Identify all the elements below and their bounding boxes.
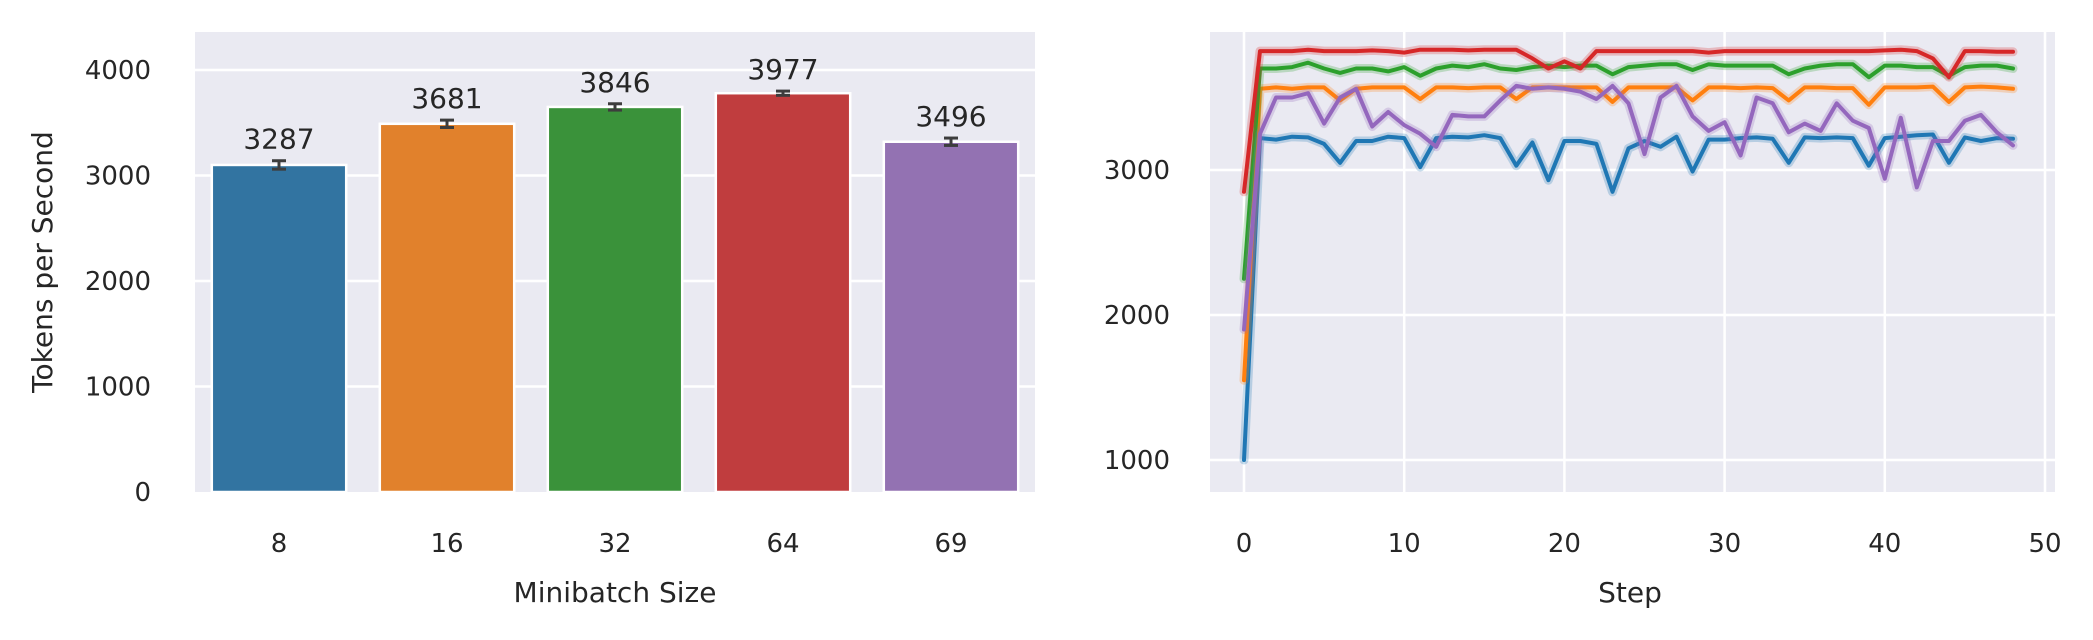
- bar: [378, 122, 516, 494]
- bar-y-tick-label: 2000: [85, 267, 151, 297]
- bar-x-tick-labels: 8 16 32 64 69: [271, 529, 968, 559]
- line-x-tick-label: 0: [1236, 529, 1253, 559]
- line-y-tick-label: 1000: [1104, 446, 1170, 476]
- bar-y-tick-label: 0: [134, 478, 151, 508]
- bar: [210, 163, 348, 494]
- series-line: [1242, 84, 2015, 383]
- series-line: [1242, 60, 2015, 281]
- series-line: [1242, 132, 2015, 462]
- line-plot-area: [1210, 32, 2055, 492]
- bar: [714, 91, 852, 494]
- bar-y-tick-label: 3000: [85, 162, 151, 192]
- series-line: [1242, 83, 2015, 332]
- line-gridlines: [1210, 32, 2055, 492]
- line-x-tick-label: 20: [1548, 529, 1581, 559]
- bar-value-label: 3846: [579, 66, 650, 99]
- bar-value-label: 3496: [915, 100, 986, 133]
- bar-y-tick-labels: 0 1000 2000 3000 4000: [85, 56, 151, 508]
- bar-y-tick-label: 4000: [85, 56, 151, 86]
- error-bars: [272, 89, 958, 171]
- line-y-tick-label: 3000: [1104, 156, 1170, 186]
- bar-y-axis-label: Tokens per Second: [26, 131, 59, 394]
- bar-y-tick-label: 1000: [85, 373, 151, 403]
- line-x-axis-label: Step: [1598, 576, 1662, 609]
- line-chart-panel: 1000 2000 3000 0 10 20 30 40 50 Step: [1104, 32, 2062, 609]
- line-series: [1239, 45, 2018, 465]
- line-y-tick-label: 2000: [1104, 301, 1170, 331]
- bar-series: [210, 91, 1020, 494]
- line-x-tick-label: 50: [2028, 529, 2061, 559]
- bar-value-label: 3287: [243, 123, 314, 156]
- bar-value-labels: 3287 3681 3846 3977 3496: [243, 53, 986, 156]
- bar: [546, 105, 684, 494]
- bar-x-tick-label: 69: [934, 529, 967, 559]
- line-x-tick-label: 10: [1388, 529, 1421, 559]
- line-y-tick-labels: 1000 2000 3000: [1104, 156, 1170, 476]
- line-x-tick-label: 30: [1708, 529, 1741, 559]
- bar-x-axis-label: Minibatch Size: [514, 576, 717, 609]
- bar-value-label: 3681: [411, 82, 482, 115]
- bar-x-tick-label: 64: [766, 529, 799, 559]
- series-line: [1242, 47, 2015, 194]
- bar-value-label: 3977: [747, 53, 818, 86]
- bar-x-tick-label: 8: [271, 529, 288, 559]
- bar-x-tick-label: 32: [598, 529, 631, 559]
- bar-x-tick-label: 16: [430, 529, 463, 559]
- line-x-tick-label: 40: [1868, 529, 1901, 559]
- bar-chart-panel: 3287 3681 3846 3977 3496 0 1000 2000 3000 4000 8…: [26, 32, 1035, 609]
- bar: [882, 140, 1020, 494]
- line-x-tick-labels: 0 10 20 30 40 50: [1236, 529, 2062, 559]
